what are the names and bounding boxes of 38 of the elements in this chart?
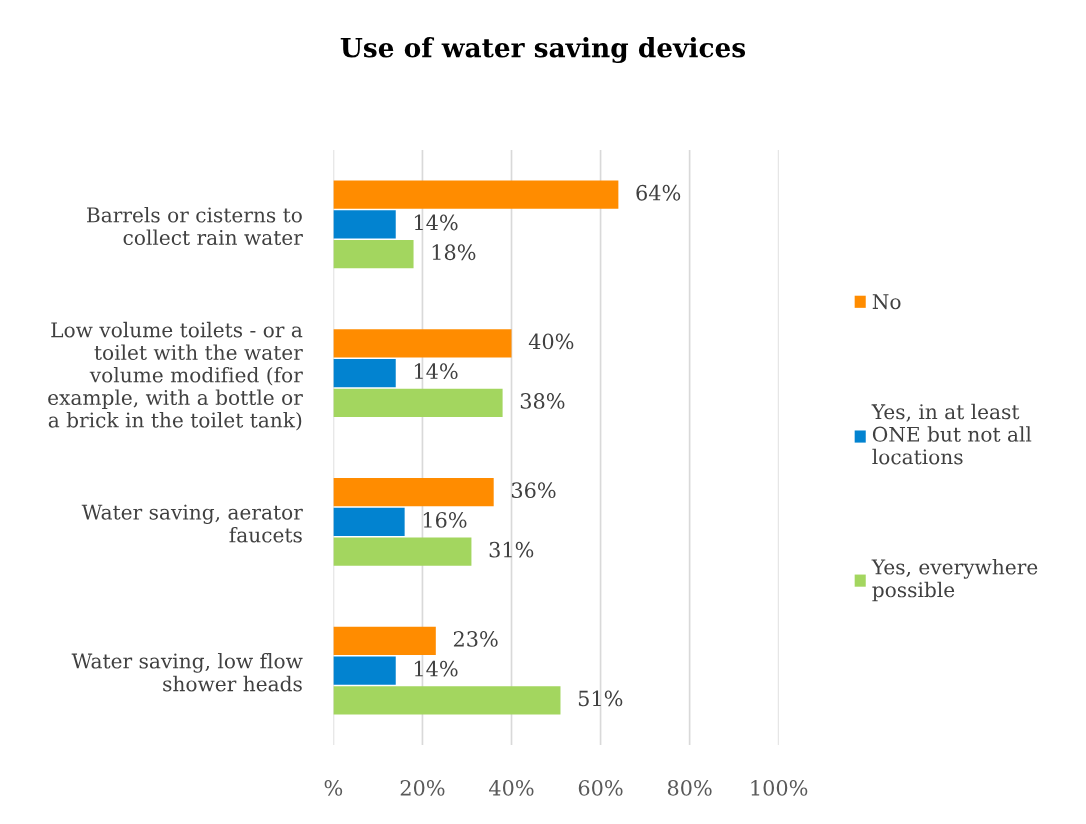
chart-title: Use of water saving devices bbox=[340, 37, 746, 63]
bar bbox=[333, 239, 414, 269]
data-label: 14% bbox=[414, 214, 458, 231]
data-label: 51% bbox=[578, 690, 623, 707]
data-label: 18% bbox=[432, 244, 476, 261]
x-tick-label: 60% bbox=[578, 779, 623, 796]
data-label: 14% bbox=[414, 660, 458, 677]
bar bbox=[333, 358, 396, 388]
data-label: 16% bbox=[423, 512, 467, 528]
x-tick-label: 40% bbox=[488, 779, 534, 796]
bar bbox=[333, 210, 396, 239]
data-label: 40% bbox=[528, 333, 574, 350]
x-tick-label: % bbox=[324, 779, 343, 796]
y-tick-label: Barrels or cisterns to collect rain water bbox=[87, 206, 303, 246]
legend-label: Yes, everywhere possible bbox=[871, 558, 1038, 602]
bar bbox=[333, 626, 436, 655]
y-tick-label: Low volume toilets - or a toilet with the water volume modified (for example, with a bottle or a brick in the toilet tank) bbox=[48, 321, 303, 431]
legend-label: No bbox=[872, 294, 901, 310]
bar bbox=[333, 656, 396, 685]
bar bbox=[333, 477, 494, 507]
y-tick-label: Water saving, aerator faucets bbox=[81, 504, 303, 543]
bar bbox=[333, 686, 561, 715]
x-tick-label: 80% bbox=[667, 779, 712, 796]
y-tick-label: Water saving, low flow shower heads bbox=[71, 652, 303, 692]
legend-label: Yes, in at least ONE but not all locations bbox=[871, 403, 1032, 465]
data-label: 36% bbox=[511, 482, 556, 499]
data-label: 23% bbox=[453, 631, 498, 647]
data-label: 64% bbox=[636, 184, 681, 201]
x-tick-label: 20% bbox=[400, 779, 445, 796]
x-tick-label: 100% bbox=[751, 779, 808, 796]
bar bbox=[333, 388, 503, 417]
data-label: 38% bbox=[520, 393, 565, 409]
bar bbox=[333, 180, 619, 209]
data-label: 31% bbox=[489, 541, 534, 558]
bar bbox=[333, 329, 512, 358]
bar bbox=[333, 507, 405, 536]
bar bbox=[333, 537, 472, 566]
data-label: 14% bbox=[414, 363, 458, 380]
